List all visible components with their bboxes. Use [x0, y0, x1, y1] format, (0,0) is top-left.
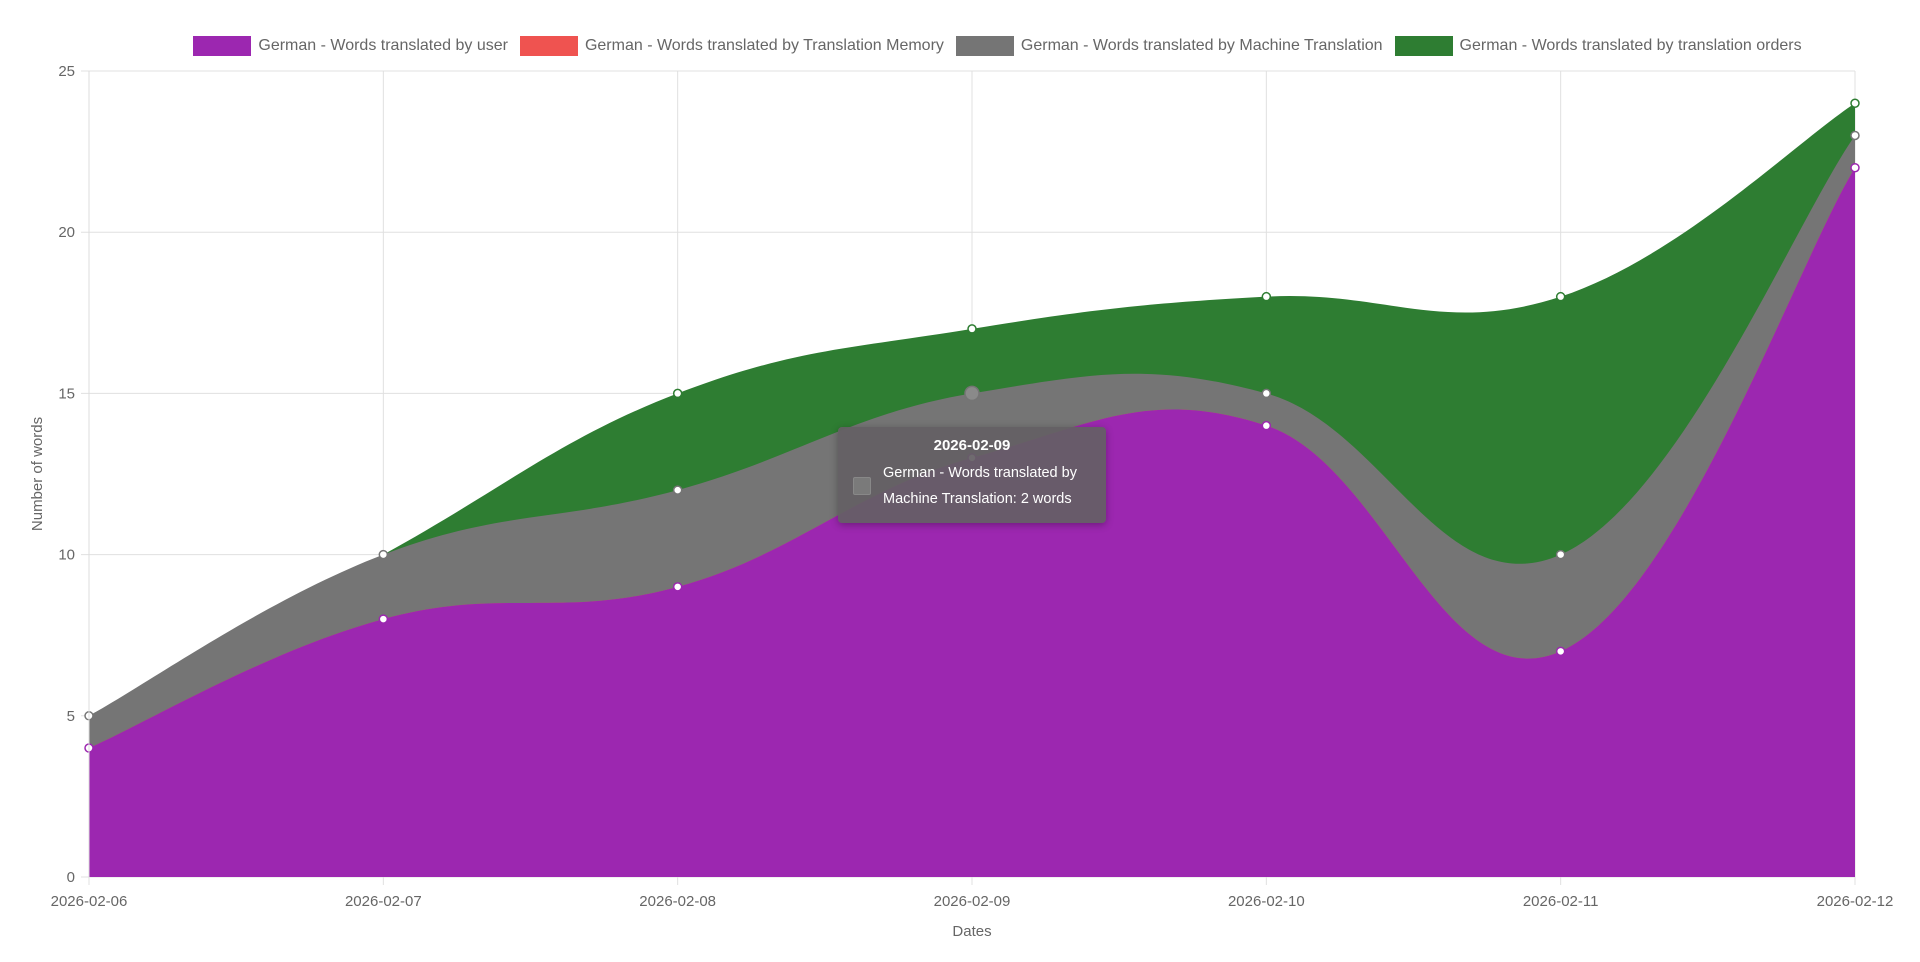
tooltip-swatch	[853, 477, 871, 495]
legend-swatch	[1394, 36, 1453, 56]
data-point	[964, 385, 980, 402]
data-point	[1850, 130, 1860, 141]
legend-swatch	[955, 36, 1014, 56]
data-point	[672, 388, 683, 399]
y-tick-label: 5	[67, 708, 75, 725]
tooltip-line: Machine Translation: 2 words	[883, 491, 1072, 507]
data-point	[1850, 162, 1860, 173]
legend-label: German - Words translated by Translation…	[584, 37, 944, 54]
data-point	[967, 324, 977, 334]
x-tick-label: 2026-02-09	[934, 893, 1011, 910]
data-point	[378, 614, 389, 624]
data-point	[672, 485, 683, 495]
x-tick-label: 2026-02-07	[345, 893, 422, 910]
legend-swatch	[519, 36, 578, 56]
legend-label: German - Words translated by user	[258, 37, 508, 54]
data-point	[1555, 291, 1566, 302]
tooltip-title: 2026-02-09	[933, 437, 1011, 454]
y-tick-label: 15	[58, 385, 75, 402]
y-tick-label: 0	[67, 869, 75, 886]
data-point	[378, 549, 389, 560]
x-tick-label: 2026-02-06	[51, 893, 128, 910]
x-axis-title: Dates	[952, 923, 991, 940]
x-tick-label: 2026-02-11	[1523, 893, 1599, 910]
data-point	[1555, 549, 1566, 560]
y-tick-label: 25	[58, 63, 75, 80]
x-tick-label: 2026-02-08	[639, 893, 716, 910]
data-point	[1261, 388, 1272, 399]
x-tick-label: 2026-02-10	[1228, 893, 1305, 910]
data-point	[1261, 291, 1272, 302]
legend-item-machine-translation[interactable]: German - Words translated by Machine Tra…	[955, 36, 1383, 56]
data-point	[1850, 98, 1860, 108]
data-point	[672, 582, 683, 592]
tooltip-line: German - Words translated by	[883, 465, 1077, 481]
data-point	[1555, 646, 1566, 657]
legend-label: German - Words translated by translation…	[1459, 37, 1802, 54]
data-point	[1261, 420, 1272, 431]
y-tick-label: 10	[58, 547, 75, 564]
legend-label: German - Words translated by Machine Tra…	[1020, 37, 1383, 54]
y-tick-label: 20	[58, 224, 75, 241]
tooltip: 2026-02-09 German - Words translated by …	[838, 427, 1106, 523]
legend: German - Words translated by user German…	[0, 36, 1920, 56]
x-tick-label: 2026-02-12	[1817, 893, 1894, 910]
legend-swatch	[193, 36, 252, 56]
legend-item-user[interactable]: German - Words translated by user	[193, 36, 508, 56]
legend-item-translation-memory[interactable]: German - Words translated by Translation…	[519, 36, 944, 56]
legend-item-translation-orders[interactable]: German - Words translated by translation…	[1394, 36, 1802, 56]
y-axis-title: Number of words	[29, 417, 46, 531]
